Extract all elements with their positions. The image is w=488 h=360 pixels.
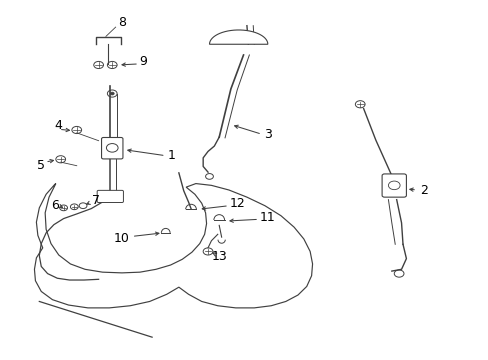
- Text: 1: 1: [167, 149, 175, 162]
- Text: 11: 11: [260, 211, 275, 224]
- Text: 8: 8: [118, 16, 126, 29]
- Text: 9: 9: [139, 55, 147, 68]
- Text: 4: 4: [55, 119, 62, 132]
- Text: 6: 6: [51, 199, 59, 212]
- Polygon shape: [209, 30, 267, 44]
- Text: 12: 12: [229, 197, 244, 210]
- Text: 10: 10: [114, 233, 130, 246]
- Text: 3: 3: [264, 128, 271, 141]
- Text: 2: 2: [420, 184, 427, 197]
- Text: 7: 7: [92, 194, 100, 207]
- FancyBboxPatch shape: [381, 174, 406, 197]
- Circle shape: [110, 92, 114, 95]
- Text: 13: 13: [211, 250, 226, 263]
- FancyBboxPatch shape: [97, 190, 123, 203]
- Text: 5: 5: [37, 159, 45, 172]
- FancyBboxPatch shape: [102, 138, 122, 159]
- Polygon shape: [34, 184, 312, 308]
